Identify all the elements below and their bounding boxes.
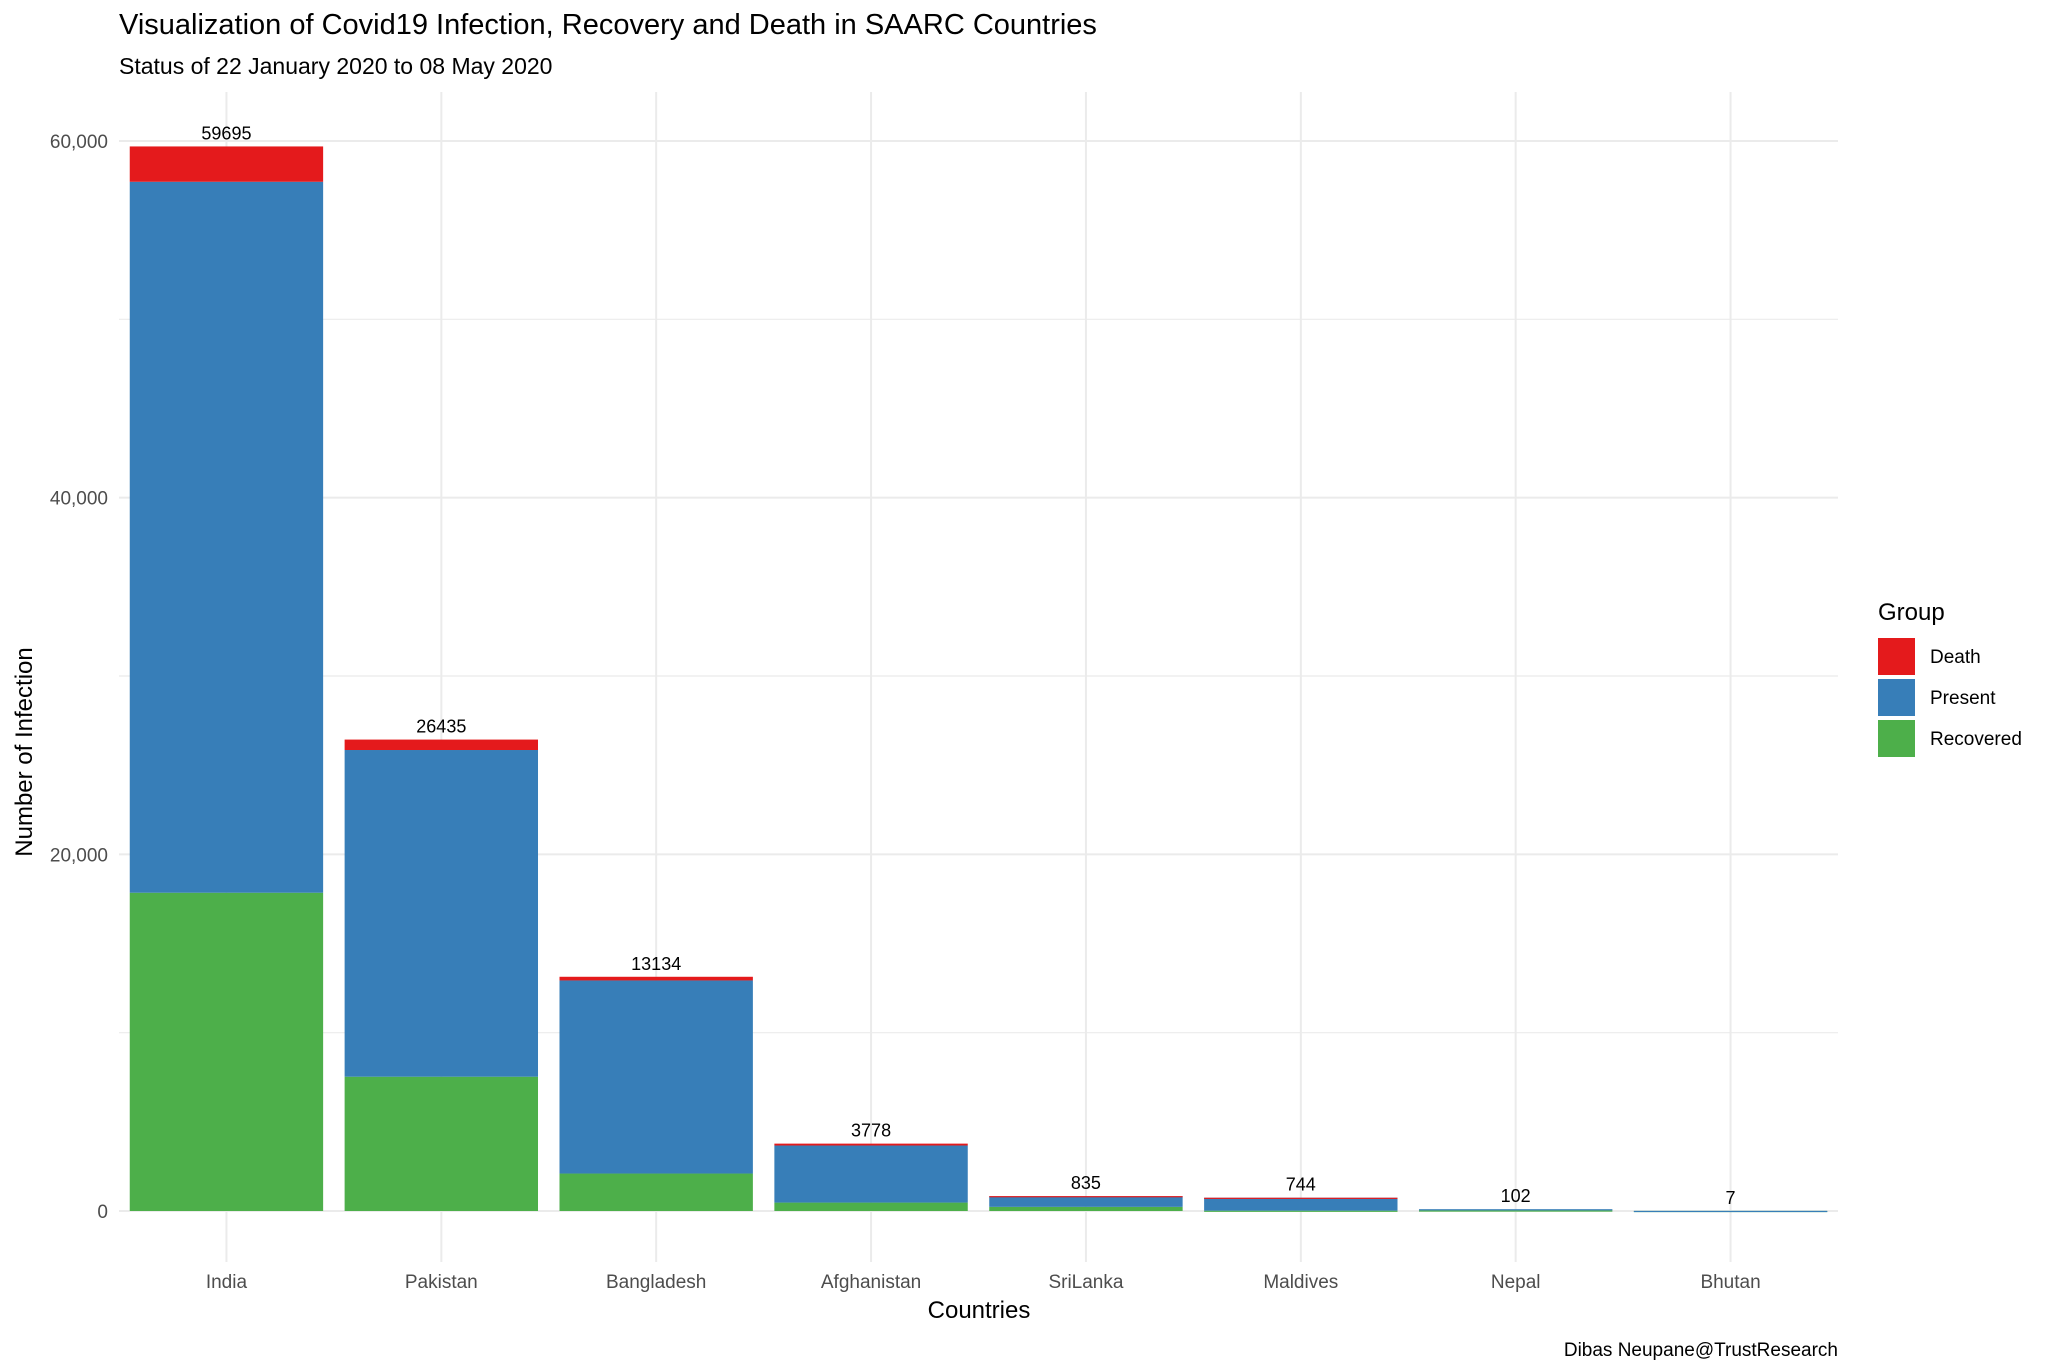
- bar-segment-present-bhutan: [1633, 1210, 1828, 1213]
- bar-segment-death-afghanistan: [774, 1143, 968, 1146]
- bar-segment-recovered-pakistan: [344, 1076, 539, 1211]
- bar-segment-present-afghanistan: [774, 1145, 968, 1203]
- bar-segment-present-india: [129, 181, 324, 893]
- data-label-afghanistan: 3778: [851, 1121, 891, 1141]
- y-tick-label: 0: [97, 1202, 108, 1223]
- legend-label-present: Present: [1930, 688, 1996, 709]
- bar-segment-present-bangladesh: [559, 980, 753, 1174]
- bar-segment-recovered-srilanka: [989, 1206, 1183, 1211]
- data-label-bangladesh: 13134: [631, 954, 681, 974]
- x-tick-label: India: [206, 1272, 248, 1293]
- y-axis-ticks: 0 20,000 40,000 60,000: [50, 132, 108, 1223]
- x-tick-label: Afghanistan: [821, 1272, 921, 1293]
- bar-segment-recovered-maldives: [1204, 1210, 1398, 1212]
- data-labels-group: 59695 26435 13134 3778 835 744 102 7: [201, 123, 1735, 1207]
- data-label-maldives: 744: [1286, 1175, 1316, 1195]
- bar-segment-death-srilanka: [989, 1196, 1183, 1198]
- bar-segment-present-srilanka: [989, 1196, 1183, 1207]
- x-axis-title: Countries: [928, 1297, 1031, 1324]
- bar-segment-recovered-india: [129, 892, 324, 1211]
- data-label-pakistan: 26435: [416, 717, 466, 737]
- bar-segment-present-nepal: [1418, 1209, 1613, 1211]
- x-tick-label: Bangladesh: [606, 1272, 706, 1293]
- x-axis-ticks: India Pakistan Bangladesh Afghanistan SriLan…: [206, 1272, 1761, 1293]
- x-tick-label: Maldives: [1263, 1272, 1338, 1293]
- bar-segment-death-maldives: [1204, 1197, 1398, 1199]
- bar-segment-present-maldives: [1204, 1197, 1398, 1211]
- x-tick-label: Pakistan: [405, 1272, 478, 1293]
- y-axis-title: Number of Infection: [11, 647, 38, 856]
- bar-segment-death-bangladesh: [559, 976, 753, 981]
- chart-subtitle: Status of 22 January 2020 to 08 May 2020: [119, 53, 552, 79]
- bar-segment-recovered-afghanistan: [774, 1202, 968, 1211]
- bars-group: [129, 146, 1828, 1213]
- legend-key-present: [1878, 679, 1915, 716]
- bar-segment-recovered-nepal: [1418, 1210, 1613, 1212]
- y-tick-label: 20,000: [50, 845, 108, 866]
- legend-title: Group: [1878, 599, 1945, 626]
- chart-title: Visualization of Covid19 Infection, Reco…: [119, 9, 1097, 41]
- data-label-bhutan: 7: [1726, 1188, 1736, 1208]
- legend-key-recovered: [1878, 720, 1915, 757]
- bar-segment-death-india: [129, 146, 324, 182]
- legend-label-death: Death: [1930, 647, 1981, 668]
- y-tick-label: 60,000: [50, 132, 108, 153]
- data-label-srilanka: 835: [1071, 1173, 1101, 1193]
- x-tick-label: Nepal: [1491, 1272, 1541, 1293]
- bar-segment-recovered-bangladesh: [559, 1173, 753, 1211]
- x-tick-label: SriLanka: [1048, 1272, 1123, 1293]
- chart-caption: Dibas Neupane@TrustResearch: [1564, 1340, 1838, 1361]
- x-tick-label: Bhutan: [1700, 1272, 1760, 1293]
- data-label-india: 59695: [201, 123, 251, 143]
- y-tick-label: 40,000: [50, 489, 108, 510]
- bar-segment-present-pakistan: [344, 750, 539, 1077]
- legend-key-death: [1878, 638, 1915, 675]
- legend-label-recovered: Recovered: [1930, 729, 2022, 750]
- bar-segment-death-pakistan: [344, 739, 539, 751]
- data-label-nepal: 102: [1501, 1186, 1531, 1206]
- legend: Group Death Present Recovered: [1878, 599, 2022, 757]
